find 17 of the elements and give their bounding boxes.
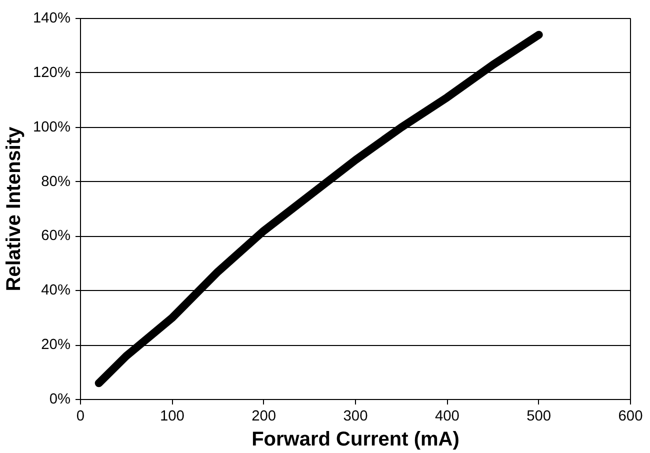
x-tick-label: 500	[526, 408, 552, 424]
y-tick-label: 120%	[33, 64, 71, 81]
x-tick-label: 0	[76, 408, 85, 424]
x-tick-label: 400	[434, 408, 460, 424]
x-axis-title: Forward Current (mA)	[252, 428, 460, 450]
x-tick-label: 100	[160, 408, 184, 424]
y-tick-label: 80%	[41, 174, 71, 190]
y-tick-label: 0%	[49, 392, 71, 408]
y-tick-label: 40%	[41, 282, 71, 299]
y-tick-label: 20%	[41, 337, 71, 354]
y-tick-label: 100%	[33, 119, 71, 136]
y-tick-label: 140%	[33, 10, 71, 26]
x-tick-label: 200	[252, 408, 276, 424]
x-tick-label: 300	[343, 408, 368, 424]
y-tick-label: 60%	[41, 228, 71, 244]
y-axis-title: Relative Intensity	[3, 126, 26, 292]
x-tick-label: 600	[618, 408, 643, 424]
